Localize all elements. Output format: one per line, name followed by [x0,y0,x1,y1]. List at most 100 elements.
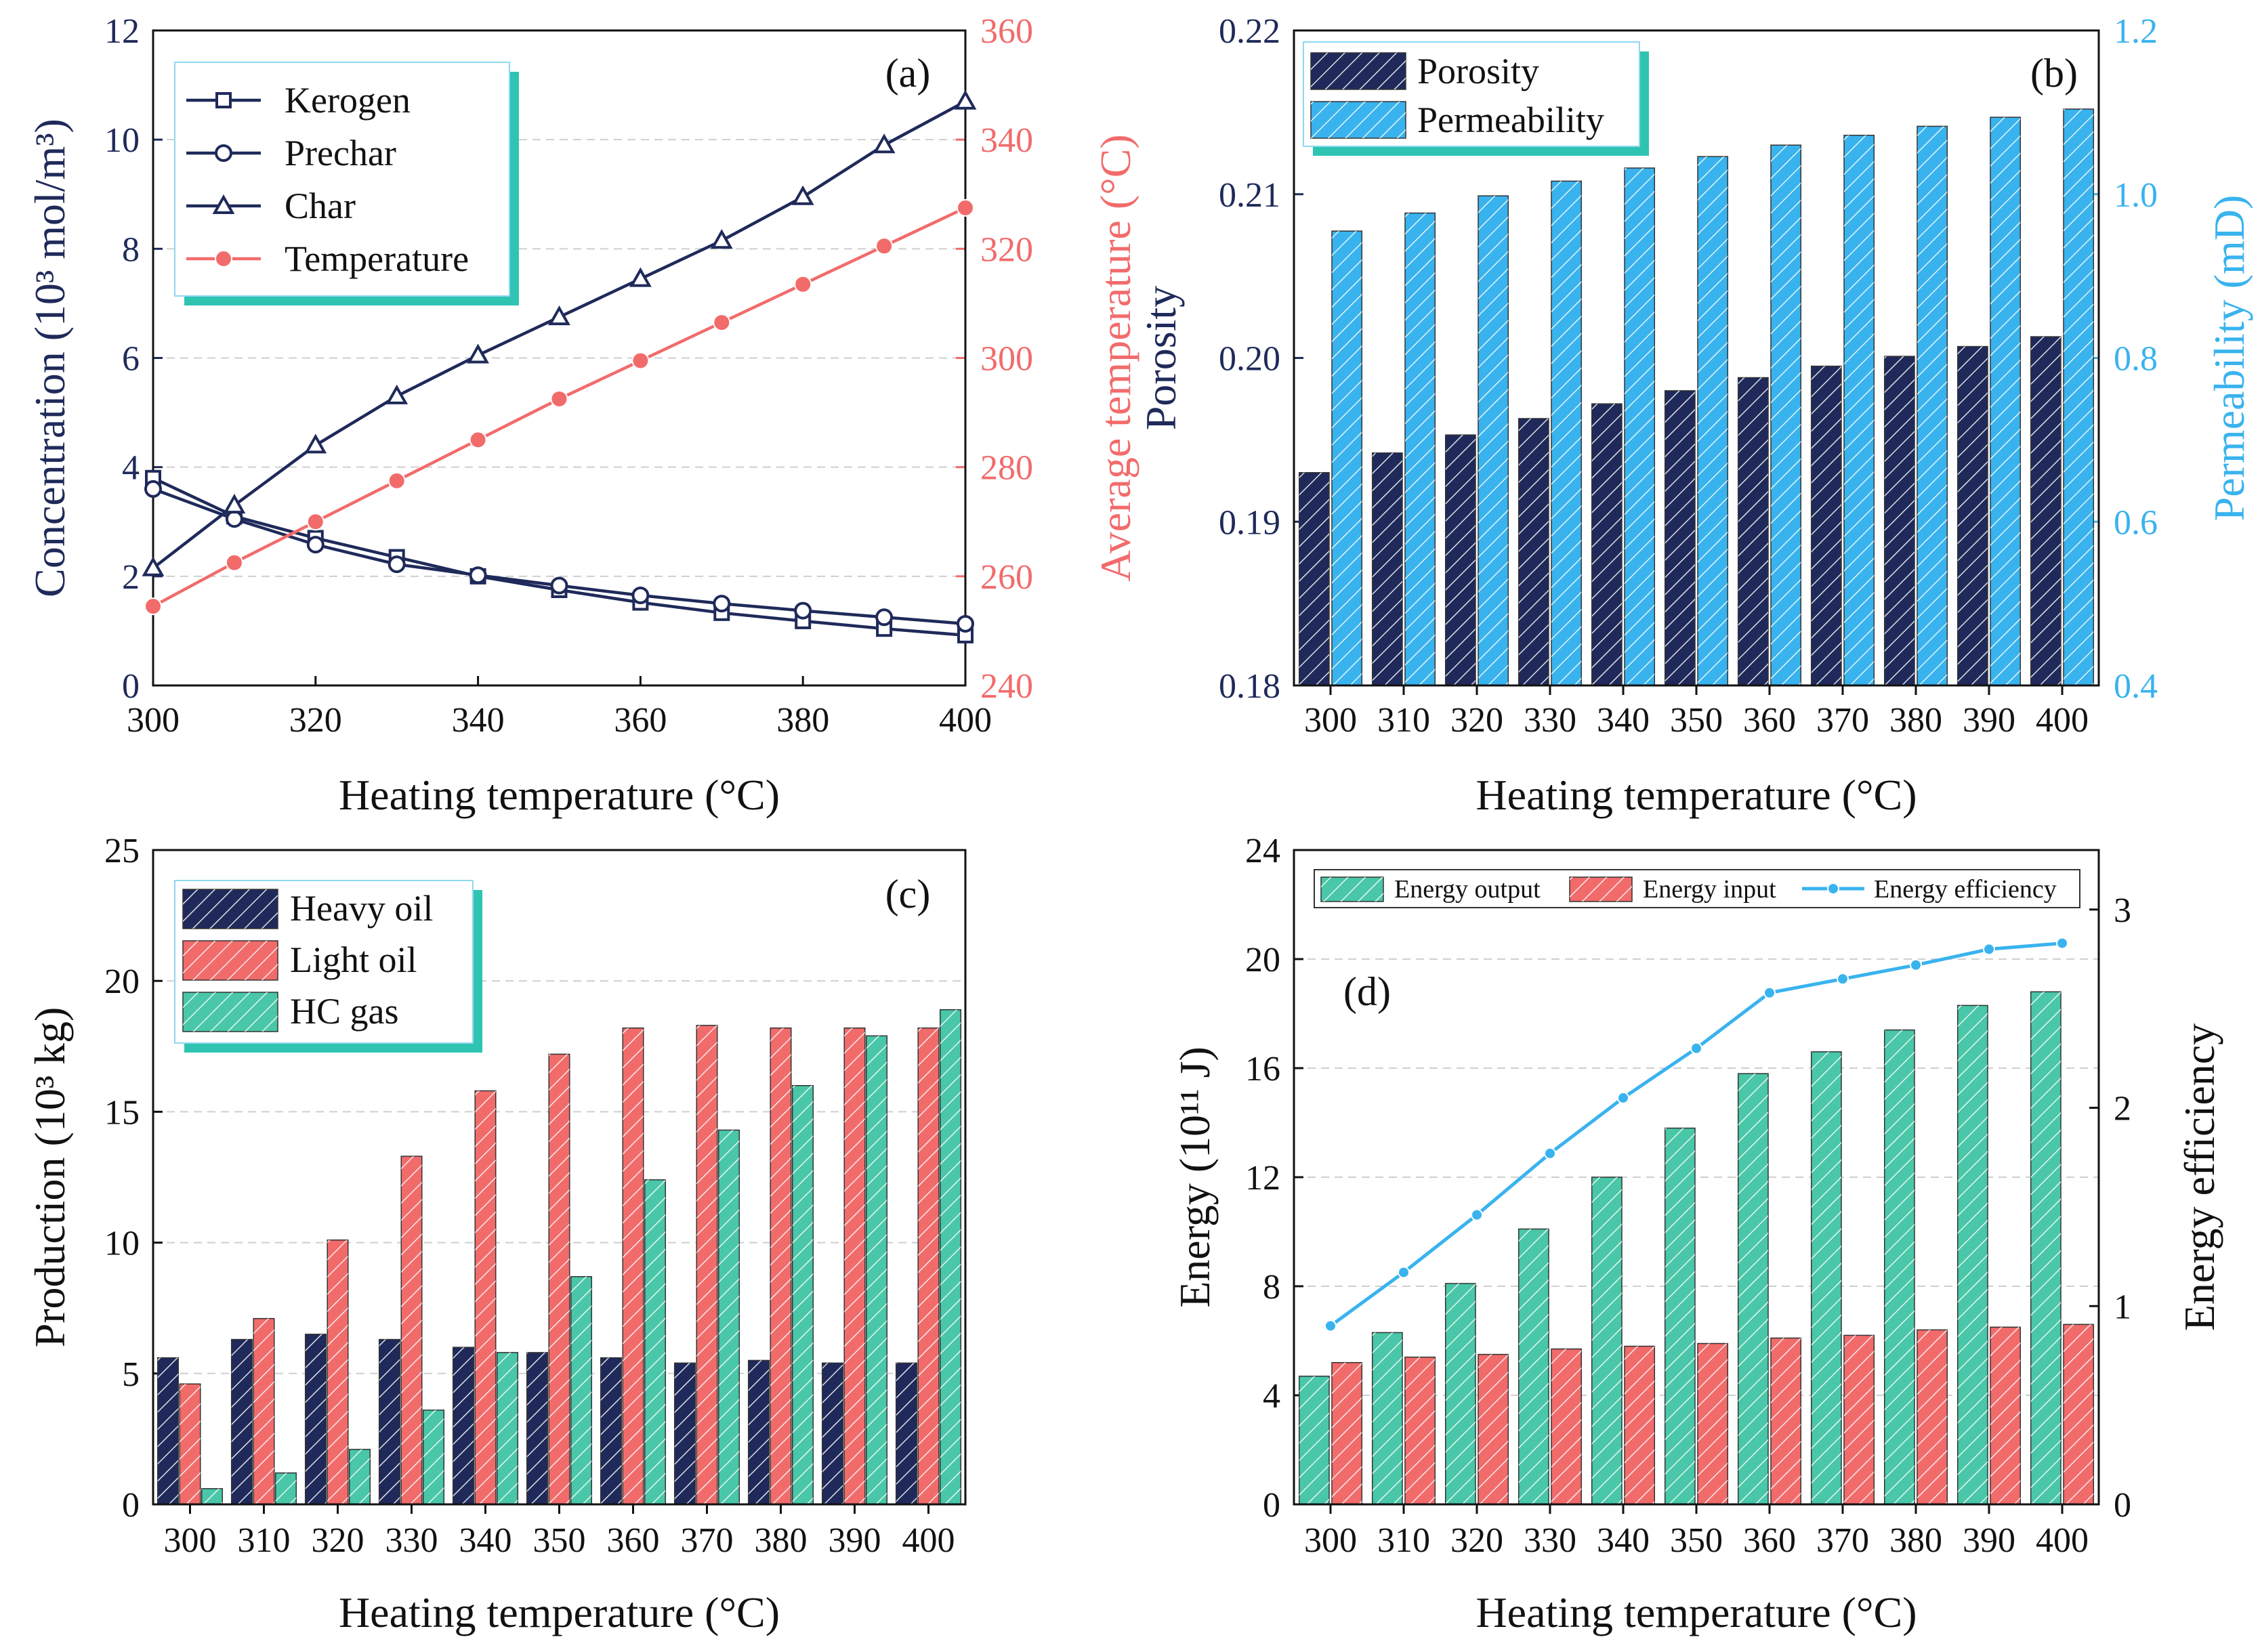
panel-b-bar-permeability-hatch [1478,196,1509,686]
panel-a-right-tick-label: 240 [980,667,1033,706]
panel-c-bar-light-oil-hatch [327,1240,348,1504]
panel-c-bar-hc-gas-hatch [275,1473,297,1504]
panel-b-x-tick-label: 350 [1670,701,1723,740]
panel-a-x-tick-label: 380 [776,701,829,740]
panel-b-right-tick-label: 0.8 [2114,340,2158,379]
panel-b-right-axis-title: Permeability (mD) [2205,195,2253,522]
panel-d-bar-energy-input-hatch [1917,1330,1948,1504]
panel-a-x-tick-label: 340 [452,701,505,740]
panel-d-x-tick-label: 350 [1670,1521,1723,1560]
panel-b-x-tick-label: 340 [1597,701,1650,740]
panel-d-bar-energy-output-hatch [1811,1051,1841,1504]
panel-c-bar-light-oil-hatch [475,1090,496,1504]
panel-d-right-tick-label: 0 [2114,1486,2131,1525]
panel-a-point-char [304,433,327,454]
panel-c-bar-heavy-oil-hatch [453,1347,474,1504]
panel-d-left-tick-label: 24 [1245,832,1280,870]
panel-d-left-tick-label: 12 [1245,1159,1280,1198]
panel-a-right-tick-label: 340 [980,121,1033,160]
panel-d-legend-label: Energy output [1394,875,1541,904]
panel-a-x-tick-label: 320 [289,701,342,740]
panel-d-point-energy-efficiency [1324,1319,1337,1332]
panel-c-bar-hc-gas-hatch [940,1009,961,1504]
panel-c-bar-heavy-oil-hatch [822,1363,843,1504]
panel-d-series-line-energy-efficiency [1329,941,2063,1328]
panel-d-left-tick-label: 0 [1263,1486,1280,1525]
panel-d-point-energy-efficiency [1983,943,1995,956]
panel-b-bar-porosity-hatch [1738,377,1768,685]
panel-d-point-energy-efficiency [1617,1091,1629,1104]
panel-d-x-tick-label: 370 [1816,1521,1869,1560]
panel-a-x-axis-title: Heating temperature (°C) [339,771,780,819]
panel-a-point-char [142,556,165,576]
panel-d-bar-energy-input-hatch [1478,1354,1509,1504]
panel-a-point-prechar [144,480,162,498]
panel-b-legend-swatch-hatch [1311,53,1406,89]
panel-d-right-tick-label: 2 [2114,1090,2131,1128]
panel-a-point-prechar [388,555,406,574]
panel-b-bar-porosity-hatch [1811,366,1841,685]
panel-b-left-tick-label: 0.22 [1219,12,1280,51]
panel-d-bar-energy-output-hatch [1665,1128,1695,1504]
panel-d-bar-energy-input-hatch [2064,1324,2094,1504]
panel-d-bar-energy-output-hatch [1884,1030,1914,1504]
panel-c-bar-hc-gas-hatch [570,1276,592,1504]
panel-c-bar-heavy-oil-hatch [157,1357,179,1504]
panel-c-legend-swatch-hatch [183,889,278,929]
panel-c-x-tick-label: 310 [238,1521,291,1560]
panel-b-left-axis-title: Porosity [1137,286,1185,430]
panel-d-left-tick-label: 20 [1245,941,1280,979]
panel-c-x-tick-label: 370 [681,1521,734,1560]
panel-b-bar-permeability-hatch [2064,109,2094,686]
panel-b-x-tick-label: 390 [1963,701,2015,740]
panel-c-y-tick-label: 10 [104,1225,140,1263]
panel-a-point-temperature [306,513,325,531]
panel-a-x-tick-label: 300 [127,701,180,740]
panel-a-right-tick-label: 280 [980,449,1033,488]
panel-c-bar-light-oil-hatch [623,1028,644,1504]
panel-a-label: (a) [885,51,931,96]
panel-c-y-tick-label: 15 [104,1093,140,1132]
panel-a-point-temperature [875,237,894,255]
panel-a-point-prechar [631,587,650,605]
panel-a-point-char [791,185,814,205]
panel-d-bar-energy-output-hatch [1372,1332,1402,1504]
panel-a-point-temperature [225,553,243,572]
panel-d-legend-label: Energy efficiency [1874,875,2057,904]
panel-c-bar-hc-gas-hatch [644,1179,666,1504]
panel-b-legend-label: Porosity [1417,51,1539,91]
panel-c-x-tick-label: 350 [533,1521,586,1560]
panel-c-bar-heavy-oil-hatch [896,1363,917,1504]
panel-d-bar-energy-output-hatch [1591,1177,1622,1504]
panel-b-bar-porosity-hatch [1665,390,1695,685]
panel-b-bar-permeability-hatch [1844,135,1875,686]
panel-a-left-tick-label: 8 [122,230,140,269]
panel-b-left-tick-label: 0.19 [1219,503,1280,542]
panel-a-legend-marker [212,194,235,214]
panel-b-right-tick-label: 1.0 [2114,176,2158,215]
panel-a-point-prechar [469,566,487,585]
panel-c-legend-label: Heavy oil [290,888,433,929]
panel-c-y-tick-label: 20 [104,962,140,1001]
panel-b-x-tick-label: 380 [1889,701,1942,740]
panel-d-bar-energy-input-hatch [1844,1335,1875,1504]
panel-a-point-char [954,89,977,110]
panel-c-bar-light-oil-hatch [549,1054,570,1504]
panel-a-right-tick-label: 260 [980,558,1033,597]
panel-d-x-tick-label: 300 [1304,1521,1357,1560]
panel-b-bar-permeability-hatch [1625,168,1655,685]
panel-c-bar-light-oil-hatch [696,1025,717,1504]
panel-b-label: (b) [2030,51,2078,96]
panel-a-legend-marker [215,92,232,108]
panel-c-bar-heavy-oil-hatch [305,1334,327,1504]
panel-a-left-axis-title: Concentration (10³ mol/m³) [26,119,74,597]
panel-d-right-tick-label: 3 [2114,891,2131,930]
panel-c-bar-hc-gas-hatch [866,1036,887,1504]
panel-c-legend-label: Light oil [290,939,417,980]
panel-a-point-char [548,305,570,326]
panel-c-x-tick-label: 390 [829,1521,881,1560]
panel-b-x-tick-label: 310 [1377,701,1430,740]
panel-c-y-tick-label: 25 [104,832,140,870]
panel-c-x-tick-label: 360 [607,1521,660,1560]
